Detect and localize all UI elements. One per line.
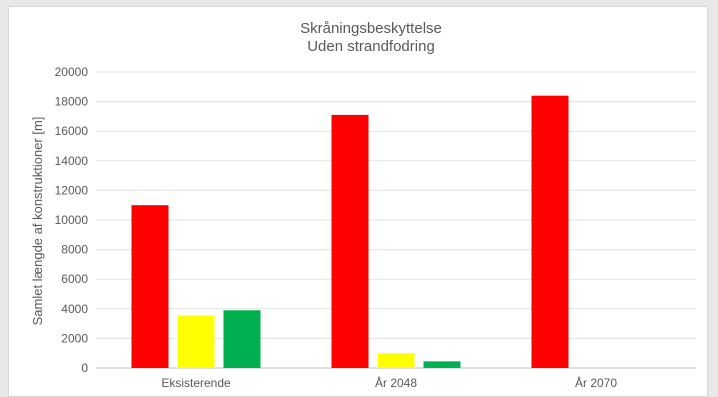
bar (131, 205, 169, 368)
y-tick-label: 8000 (61, 243, 88, 257)
chart-subtitle: Uden strandfodring (307, 38, 435, 55)
bar (223, 310, 261, 368)
y-tick-label: 12000 (55, 183, 89, 197)
x-tick-label: År 2070 (575, 375, 617, 390)
bar (377, 353, 415, 368)
y-axis-label: Samlet længde af konstruktioner [m] (30, 117, 45, 326)
x-tick-label: År 2048 (375, 375, 417, 390)
bar-chart: Skråningsbeskyttelse Uden strandfodring … (30, 20, 696, 390)
chart-panel: Skråningsbeskyttelse Uden strandfodring … (8, 6, 708, 397)
y-tick-label: 20000 (55, 65, 89, 79)
chart-title: Skråningsbeskyttelse (300, 20, 442, 37)
y-tick-label: 6000 (61, 272, 88, 286)
y-tick-label: 2000 (61, 331, 88, 345)
bar (331, 114, 369, 368)
bar (531, 95, 569, 369)
y-tick-label: 14000 (55, 154, 89, 168)
bar (423, 361, 461, 368)
x-tick-labels: Eksisterende År 2048 År 2070 (161, 375, 617, 390)
y-tick-label: 18000 (55, 95, 89, 109)
y-tick-label: 10000 (55, 213, 89, 227)
y-tick-labels: 0 2000 4000 6000 8000 10000 12000 14000 16000 180… (55, 65, 89, 375)
bar (177, 315, 215, 368)
y-tick-label: 4000 (61, 302, 88, 316)
y-tick-label: 0 (81, 361, 88, 375)
y-tick-label: 16000 (55, 124, 89, 138)
bars (131, 95, 569, 369)
x-tick-label: Eksisterende (161, 376, 231, 390)
